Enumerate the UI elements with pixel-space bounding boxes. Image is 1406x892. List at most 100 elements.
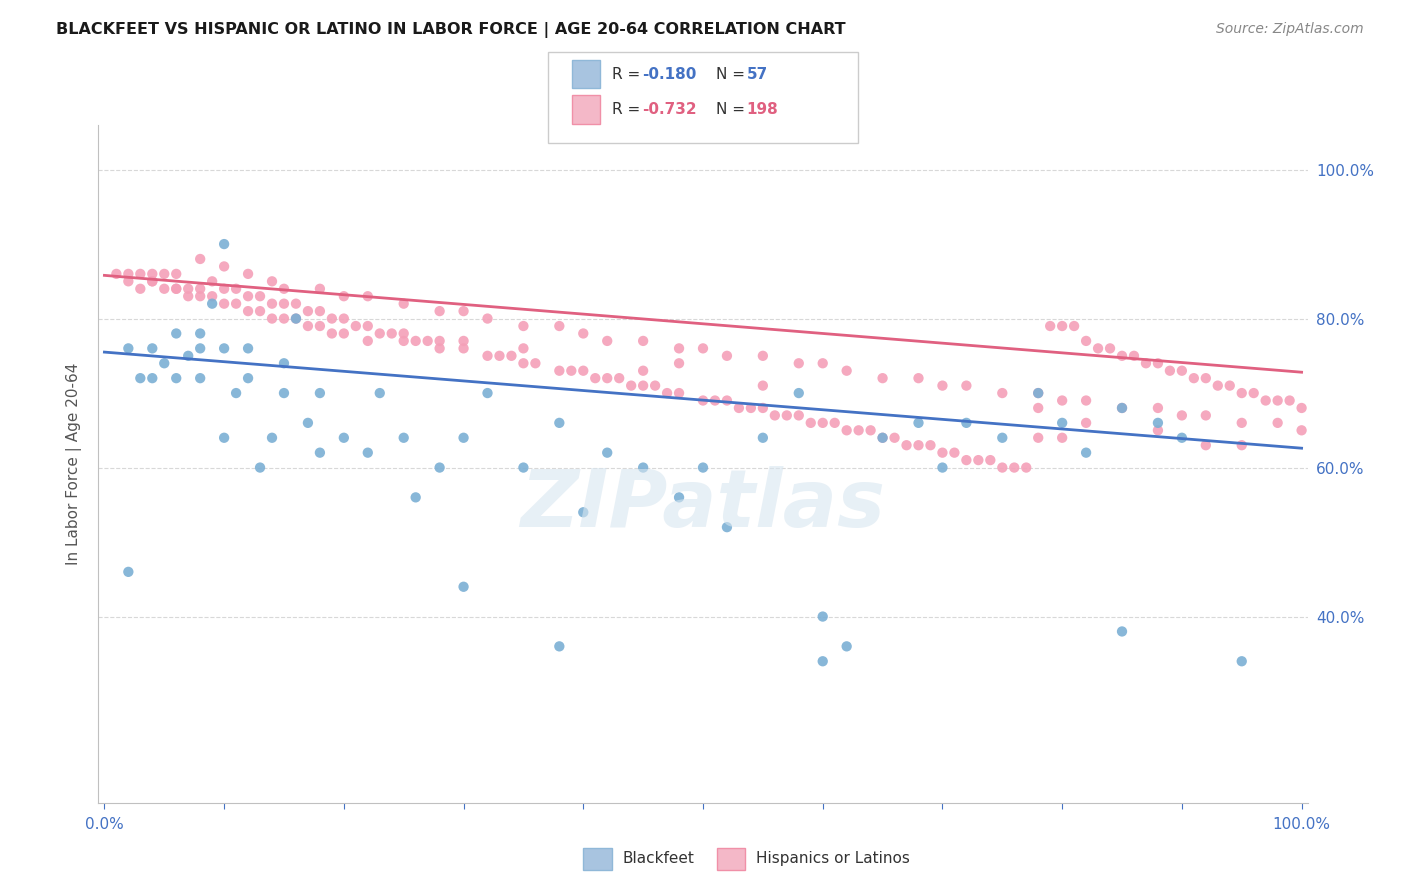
Point	[1123, 349, 1146, 363]
Point	[1074, 445, 1097, 459]
Point	[1267, 416, 1289, 430]
Point	[655, 386, 678, 401]
Point	[141, 371, 163, 385]
Point	[1050, 318, 1073, 333]
Point	[596, 371, 619, 385]
Point	[607, 371, 630, 385]
Point	[752, 401, 775, 415]
Point	[620, 378, 643, 392]
Point	[368, 326, 391, 341]
Point	[129, 282, 152, 296]
Point	[548, 640, 571, 654]
Point	[631, 460, 654, 475]
Point	[129, 267, 152, 281]
Point	[357, 445, 380, 459]
Point	[141, 342, 163, 356]
Text: 198: 198	[747, 103, 779, 117]
Point	[787, 386, 810, 401]
Point	[872, 431, 894, 445]
Point	[872, 431, 894, 445]
Point	[212, 431, 235, 445]
Point	[692, 342, 714, 356]
Point	[668, 356, 690, 370]
Point	[883, 431, 905, 445]
Text: N =: N =	[716, 67, 749, 81]
Point	[787, 356, 810, 370]
Point	[236, 371, 259, 385]
Point	[381, 326, 404, 341]
Text: Hispanics or Latinos: Hispanics or Latinos	[756, 852, 910, 866]
Point	[309, 282, 332, 296]
Point	[212, 342, 235, 356]
Point	[596, 334, 619, 348]
Text: N =: N =	[716, 103, 749, 117]
Point	[955, 416, 977, 430]
Point	[357, 289, 380, 303]
Point	[572, 364, 595, 378]
Point	[1195, 438, 1218, 452]
Point	[787, 409, 810, 423]
Point	[991, 460, 1014, 475]
Point	[811, 356, 834, 370]
Point	[333, 289, 356, 303]
Point	[297, 318, 319, 333]
Text: Source: ZipAtlas.com: Source: ZipAtlas.com	[1216, 22, 1364, 37]
Point	[872, 371, 894, 385]
Point	[236, 342, 259, 356]
Text: ZIPatlas: ZIPatlas	[520, 466, 886, 543]
Point	[1206, 378, 1229, 392]
Point	[453, 342, 475, 356]
Point	[236, 267, 259, 281]
Point	[165, 282, 187, 296]
Point	[344, 318, 367, 333]
Point	[477, 349, 499, 363]
Point	[297, 304, 319, 318]
Point	[141, 267, 163, 281]
Point	[1278, 393, 1301, 408]
Point	[1050, 416, 1073, 430]
Point	[249, 289, 271, 303]
Point	[835, 364, 858, 378]
Point	[800, 416, 823, 430]
Point	[1111, 401, 1133, 415]
Point	[1195, 371, 1218, 385]
Point	[1074, 416, 1097, 430]
Point	[501, 349, 523, 363]
Point	[907, 371, 929, 385]
Point	[260, 431, 283, 445]
Point	[117, 267, 139, 281]
Point	[1230, 416, 1253, 430]
Point	[225, 386, 247, 401]
Point	[716, 520, 738, 534]
Point	[309, 304, 332, 318]
Point	[429, 460, 451, 475]
Point	[668, 386, 690, 401]
Point	[811, 416, 834, 430]
Point	[273, 282, 295, 296]
Point	[1111, 624, 1133, 639]
Point	[1050, 393, 1073, 408]
Point	[811, 609, 834, 624]
Point	[740, 401, 762, 415]
Point	[631, 364, 654, 378]
Point	[955, 453, 977, 467]
Point	[1050, 431, 1073, 445]
Point	[309, 318, 332, 333]
Point	[153, 282, 176, 296]
Point	[979, 453, 1001, 467]
Point	[236, 289, 259, 303]
Point	[297, 416, 319, 430]
Point	[583, 371, 606, 385]
Point	[1230, 438, 1253, 452]
Point	[260, 311, 283, 326]
Point	[907, 438, 929, 452]
Point	[429, 334, 451, 348]
Point	[392, 326, 415, 341]
Point	[153, 267, 176, 281]
Point	[201, 296, 224, 310]
Point	[273, 386, 295, 401]
Point	[477, 311, 499, 326]
Point	[1171, 409, 1194, 423]
Point	[1074, 393, 1097, 408]
Point	[260, 274, 283, 288]
